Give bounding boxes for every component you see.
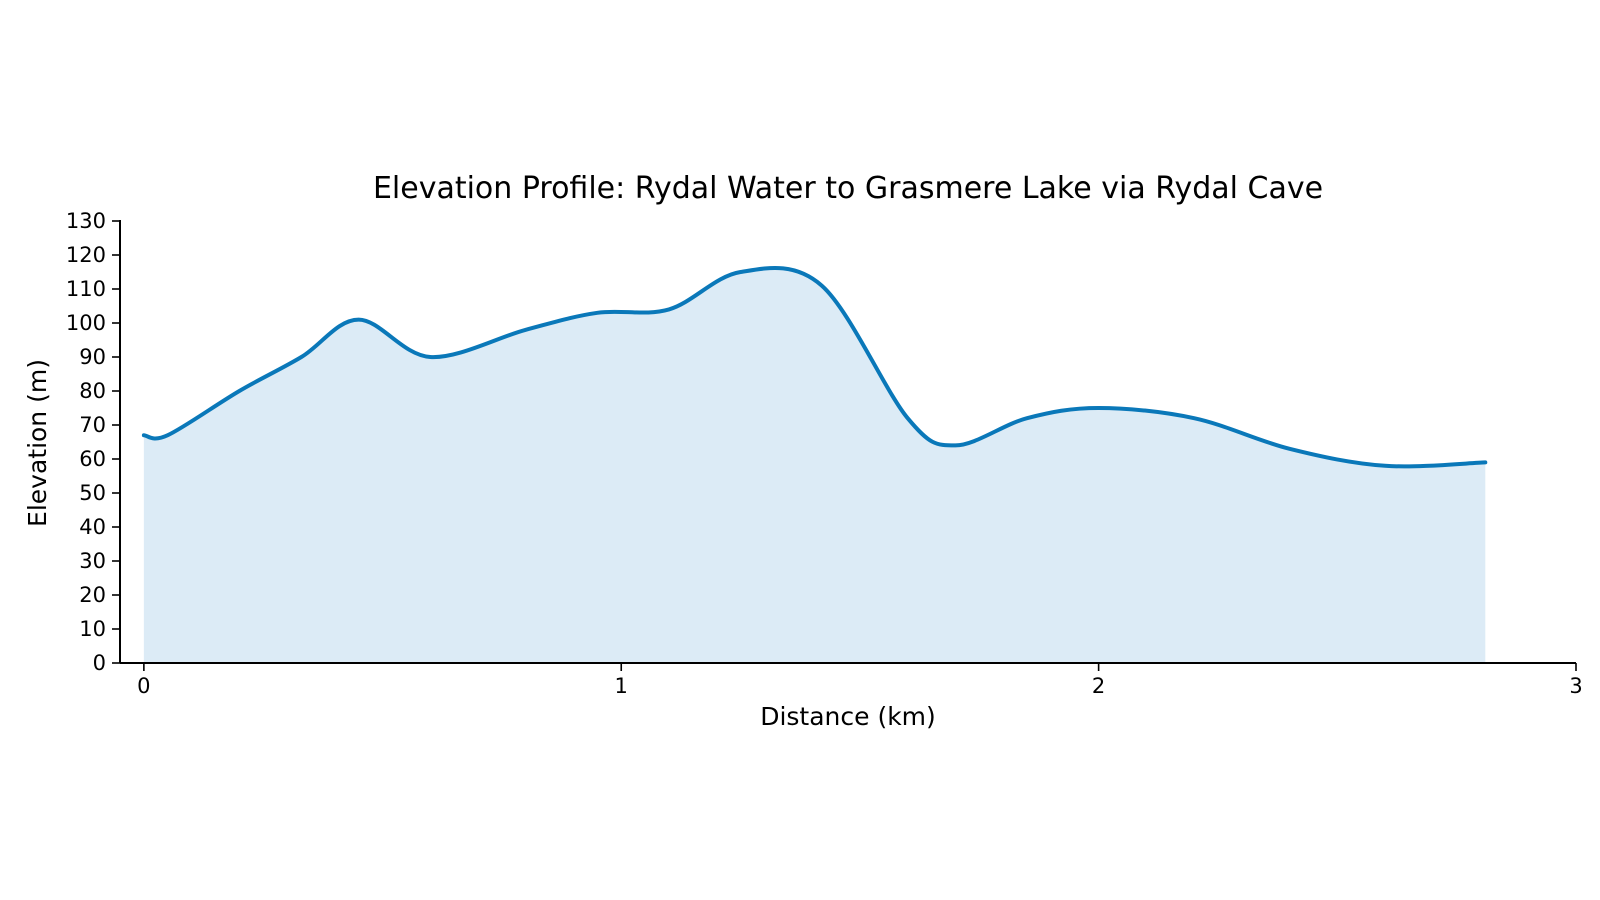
y-tick-label: 130 [66, 209, 106, 233]
x-tick-label: 2 [1092, 674, 1105, 698]
x-axis-label: Distance (km) [760, 702, 936, 731]
y-tick-label: 80 [79, 379, 106, 403]
x-axis: 0 1 2 3 [120, 662, 1583, 698]
y-tick-label: 90 [79, 345, 106, 369]
y-tick-label: 30 [79, 549, 106, 573]
y-axis-label: Elevation (m) [23, 359, 52, 527]
y-tick-label: 60 [79, 447, 106, 471]
elevation-line [141, 266, 1488, 469]
y-tick-label: 50 [79, 481, 106, 505]
y-tick-label: 120 [66, 243, 106, 267]
x-tick-label: 1 [615, 674, 628, 698]
chart-title: Elevation Profile: Rydal Water to Grasme… [373, 171, 1323, 206]
y-tick-label: 10 [79, 617, 106, 641]
y-axis: 0 10 20 30 40 50 60 70 80 90 100 110 120 130 [66, 209, 121, 675]
y-tick-label: 70 [79, 413, 106, 437]
y-tick-label: 20 [79, 583, 106, 607]
y-tick-label: 100 [66, 311, 106, 335]
y-tick-label: 110 [66, 277, 106, 301]
x-tick-label: 3 [1569, 674, 1582, 698]
elevation-area [143, 268, 1486, 663]
y-tick-label: 40 [79, 515, 106, 539]
y-tick-label: 0 [93, 651, 106, 675]
x-tick-label: 0 [137, 674, 150, 698]
